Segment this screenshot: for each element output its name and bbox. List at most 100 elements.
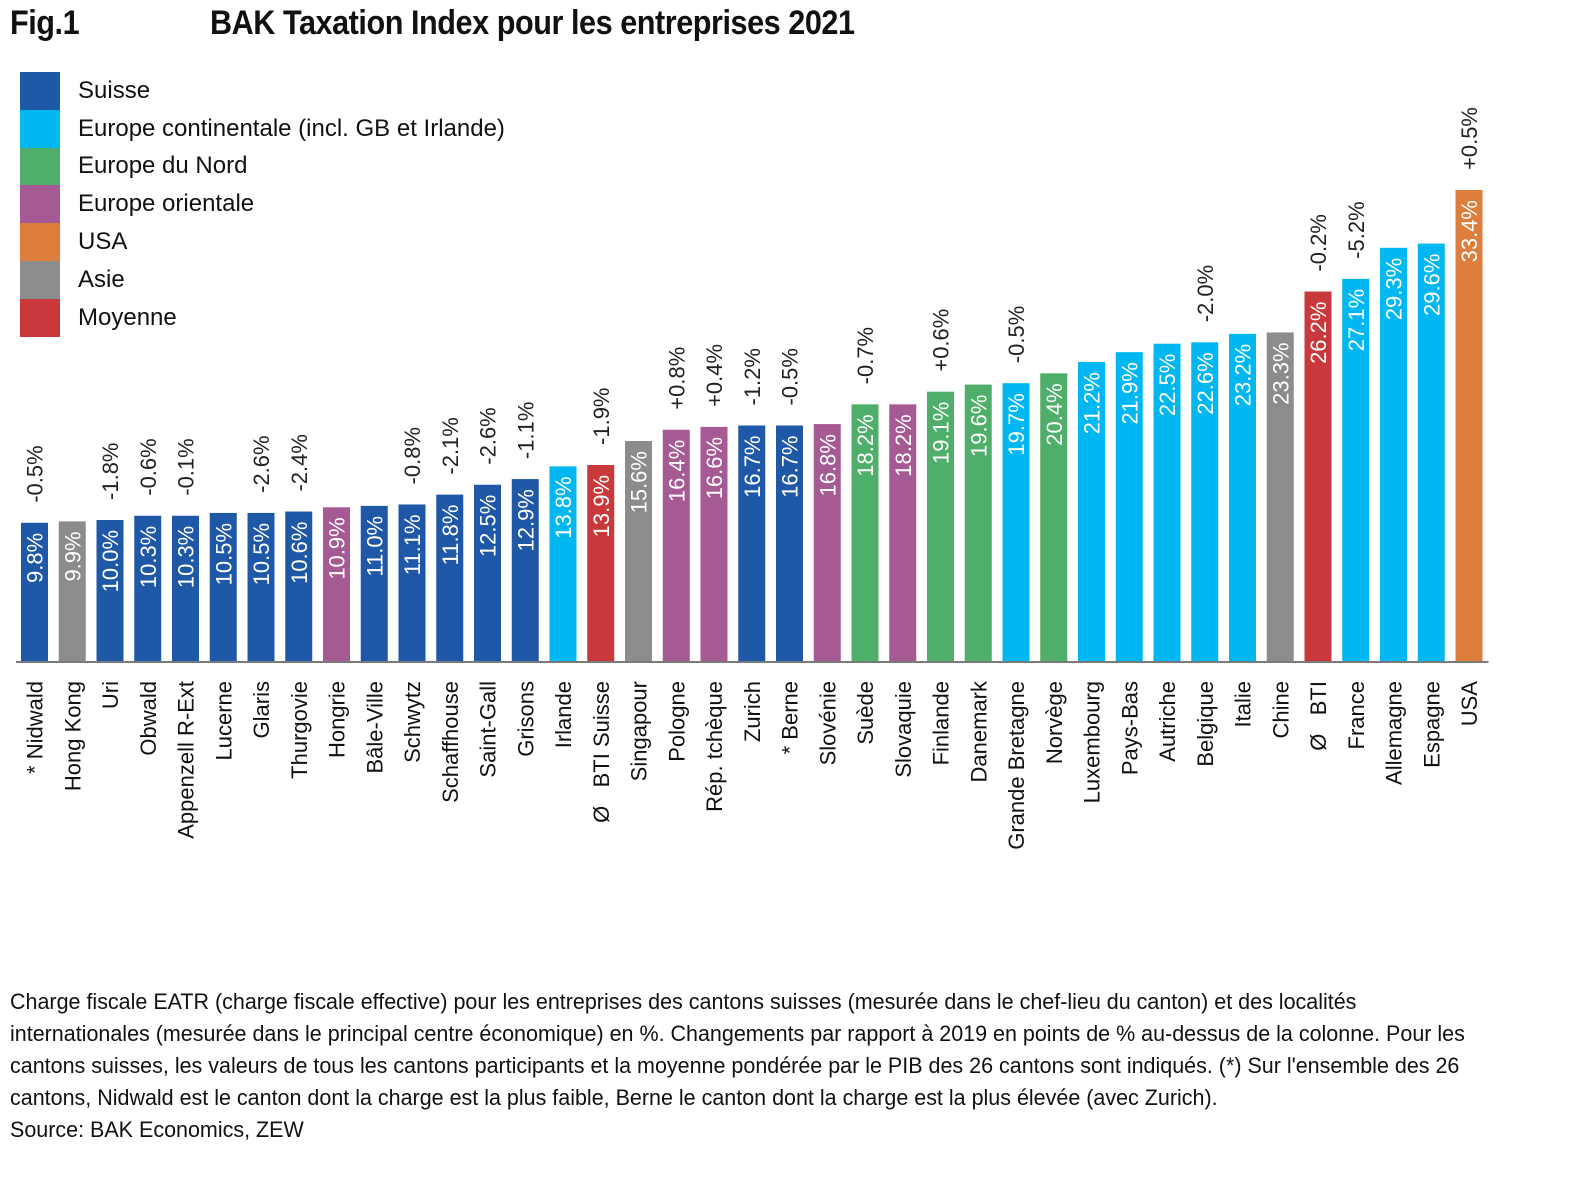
bar (587, 464, 615, 661)
category-label: Italie (1231, 681, 1256, 727)
legend-swatch (20, 185, 60, 224)
legend-item: Asie (20, 260, 505, 299)
bar-group: 10.5% -2.6% Glaris (247, 435, 275, 738)
category-label: Pays-Bas (1117, 681, 1142, 775)
bar-value-label: 12.5% (476, 495, 501, 557)
figure-label: Fig.1 (10, 4, 80, 42)
caption: Charge fiscale EATR (charge fiscale effe… (10, 986, 1500, 1146)
bar-group: 10.0% -1.8% Uri (96, 442, 124, 709)
bar (1455, 190, 1483, 661)
legend-swatch (20, 109, 60, 148)
bar-value-label: 19.6% (966, 395, 991, 457)
category-label: Slovaquie (891, 681, 916, 778)
change-label: -5.2% (1344, 201, 1369, 258)
bar-value-label: 23.2% (1231, 344, 1256, 406)
bar-value-label: 13.9% (589, 475, 614, 537)
legend: Suisse Europe continentale (incl. GB et I… (20, 72, 505, 337)
bar-group: 16.7% -1.2% Zurich (738, 348, 766, 742)
bar (1078, 362, 1105, 661)
bar-group: 10.3% -0.6% Obwald (134, 438, 162, 756)
change-label: -1.8% (98, 442, 123, 499)
bar-value-label: 10.5% (249, 523, 274, 585)
bar-group: 23.2% Italie (1229, 333, 1256, 727)
bar (58, 521, 86, 661)
bar (247, 512, 275, 661)
legend-item: Suisse (20, 72, 505, 110)
bar (1266, 332, 1294, 661)
bar-value-label: 19.1% (929, 402, 954, 464)
bar-value-label: 18.2% (891, 414, 916, 476)
bar (1040, 373, 1068, 661)
bar-value-label: 33.4% (1457, 200, 1482, 262)
bar-group: 21.9% Pays-Bas (1115, 352, 1143, 775)
legend-item: Europe du Nord (20, 147, 505, 186)
legend-item: Europe orientale (20, 185, 505, 224)
bar (964, 384, 992, 661)
bar-group: 26.2% -0.2% Ø BTI (1304, 214, 1332, 751)
chart-title: BAK Taxation Index pour les entreprises … (210, 4, 855, 42)
category-label: Irlande (551, 681, 576, 748)
bar-group: 29.6% Espagne (1417, 243, 1445, 768)
bar (21, 522, 48, 661)
bar-group: 20.4% Norvège (1040, 373, 1068, 764)
bar (1191, 342, 1219, 661)
category-label: Luxembourg (1080, 681, 1105, 803)
legend-item: Moyenne (20, 298, 505, 337)
bar (96, 519, 124, 661)
bar (172, 515, 199, 661)
bar (1417, 243, 1445, 661)
bar-chart: 9.8% -0.5% * Nidwald 9.9% Hong Kong 10.0% -1.8… (16, 107, 1489, 850)
bar-value-label: 12.9% (513, 489, 538, 551)
category-label: Appenzell R-Ext (174, 681, 199, 839)
category-label: Hongrie (325, 681, 350, 758)
change-label: -1.9% (589, 388, 614, 445)
category-label: Schwytz (400, 681, 425, 763)
bar (1153, 343, 1181, 661)
bar-value-label: 21.9% (1117, 362, 1142, 424)
bar-value-label: 21.2% (1080, 372, 1105, 434)
bar-group: 9.9% Hong Kong (58, 521, 86, 791)
bar-value-label: 23.3% (1268, 342, 1293, 404)
change-label: -2.4% (287, 434, 312, 491)
bar (360, 505, 388, 661)
bar-group: 11.1% -0.8% Schwytz (398, 427, 426, 763)
change-label: -0.5% (23, 445, 48, 502)
bar-group: 16.8% Slovénie (813, 424, 841, 765)
bar (134, 515, 162, 661)
legend-swatch (20, 72, 60, 110)
bar (1304, 291, 1332, 661)
change-label: -2.6% (476, 407, 501, 464)
change-label: -2.6% (249, 435, 274, 492)
bar-value-label: 9.8% (23, 533, 48, 583)
category-label: Hong Kong (60, 681, 85, 791)
bar (738, 425, 766, 661)
bar-group: 10.5% Lucerne (209, 512, 237, 761)
category-label: Finlande (929, 681, 954, 765)
category-label: Glaris (249, 681, 274, 738)
change-label: -0.8% (400, 427, 425, 484)
bar-group: 10.3% -0.1% Appenzell R-Ext (172, 438, 199, 839)
category-label: * Nidwald (23, 681, 48, 774)
bar-group: 11.0% Bâle-Ville (360, 505, 388, 774)
bar-value-label: 9.9% (60, 531, 85, 581)
caption-text: Charge fiscale EATR (charge fiscale effe… (10, 989, 1465, 1110)
category-label: Zurich (740, 681, 765, 742)
bar-group: 9.8% -0.5% * Nidwald (21, 445, 48, 774)
category-label: Schaffhouse (438, 681, 463, 803)
change-label: +0.4% (702, 344, 727, 407)
bar-value-label: 16.7% (778, 436, 803, 498)
change-label: -0.1% (174, 438, 199, 495)
legend-label: USA (78, 228, 128, 256)
bar-group: 11.8% -2.1% Schaffhouse (436, 417, 464, 803)
bar (474, 484, 501, 661)
bar-group: 27.1% -5.2% France (1342, 201, 1370, 749)
bar (700, 426, 728, 661)
bar-group: 21.2% Luxembourg (1078, 362, 1105, 803)
bar-value-label: 10.3% (136, 526, 161, 588)
legend-swatch (20, 223, 60, 261)
category-label: Allemagne (1382, 681, 1407, 785)
bar-group: 10.9% Hongrie (323, 507, 350, 758)
bar-value-label: 27.1% (1344, 289, 1369, 351)
bar-value-label: 16.6% (702, 437, 727, 499)
bar (776, 425, 803, 661)
